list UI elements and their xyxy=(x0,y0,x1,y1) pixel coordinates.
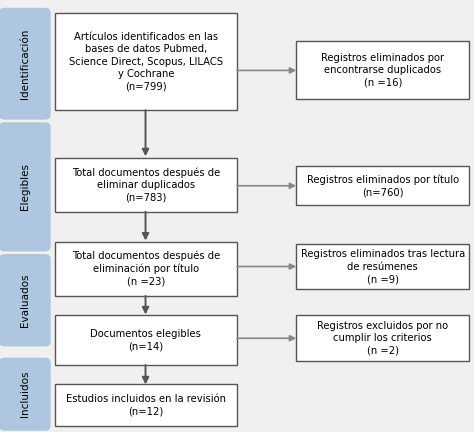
Text: Total documentos después de
eliminar duplicados
(n=783): Total documentos después de eliminar dup… xyxy=(72,167,220,202)
FancyBboxPatch shape xyxy=(296,315,469,361)
FancyBboxPatch shape xyxy=(296,166,469,205)
Text: Identificación: Identificación xyxy=(20,29,30,99)
Text: Total documentos después de
eliminación por título
(n =23): Total documentos después de eliminación … xyxy=(72,251,220,287)
Text: Estudios incluidos en la revisión
(n=12): Estudios incluidos en la revisión (n=12) xyxy=(66,394,226,416)
FancyBboxPatch shape xyxy=(55,13,237,110)
FancyBboxPatch shape xyxy=(55,242,237,296)
Text: Artículos identificados en las
bases de datos Pubmed,
Science Direct, Scopus, LI: Artículos identificados en las bases de … xyxy=(69,32,223,91)
FancyBboxPatch shape xyxy=(0,8,51,120)
FancyBboxPatch shape xyxy=(0,358,51,431)
Text: Registros eliminados tras lectura
de resúmenes
(n =9): Registros eliminados tras lectura de res… xyxy=(301,249,465,284)
FancyBboxPatch shape xyxy=(55,158,237,212)
Text: Evaluados: Evaluados xyxy=(20,273,30,327)
FancyBboxPatch shape xyxy=(296,41,469,99)
FancyBboxPatch shape xyxy=(296,244,469,289)
Text: Elegibles: Elegibles xyxy=(20,163,30,210)
FancyBboxPatch shape xyxy=(0,122,51,251)
Text: Registros excluidos por no
cumplir los criterios
(n =2): Registros excluidos por no cumplir los c… xyxy=(317,321,448,356)
FancyBboxPatch shape xyxy=(55,384,237,426)
Text: Registros eliminados por título
(n=760): Registros eliminados por título (n=760) xyxy=(307,174,459,197)
Text: Registros eliminados por
encontrarse duplicados
(n =16): Registros eliminados por encontrarse dup… xyxy=(321,53,444,88)
Text: Incluidos: Incluidos xyxy=(20,371,30,417)
FancyBboxPatch shape xyxy=(55,315,237,365)
Text: Documentos elegibles
(n=14): Documentos elegibles (n=14) xyxy=(91,329,201,351)
FancyBboxPatch shape xyxy=(0,254,51,346)
